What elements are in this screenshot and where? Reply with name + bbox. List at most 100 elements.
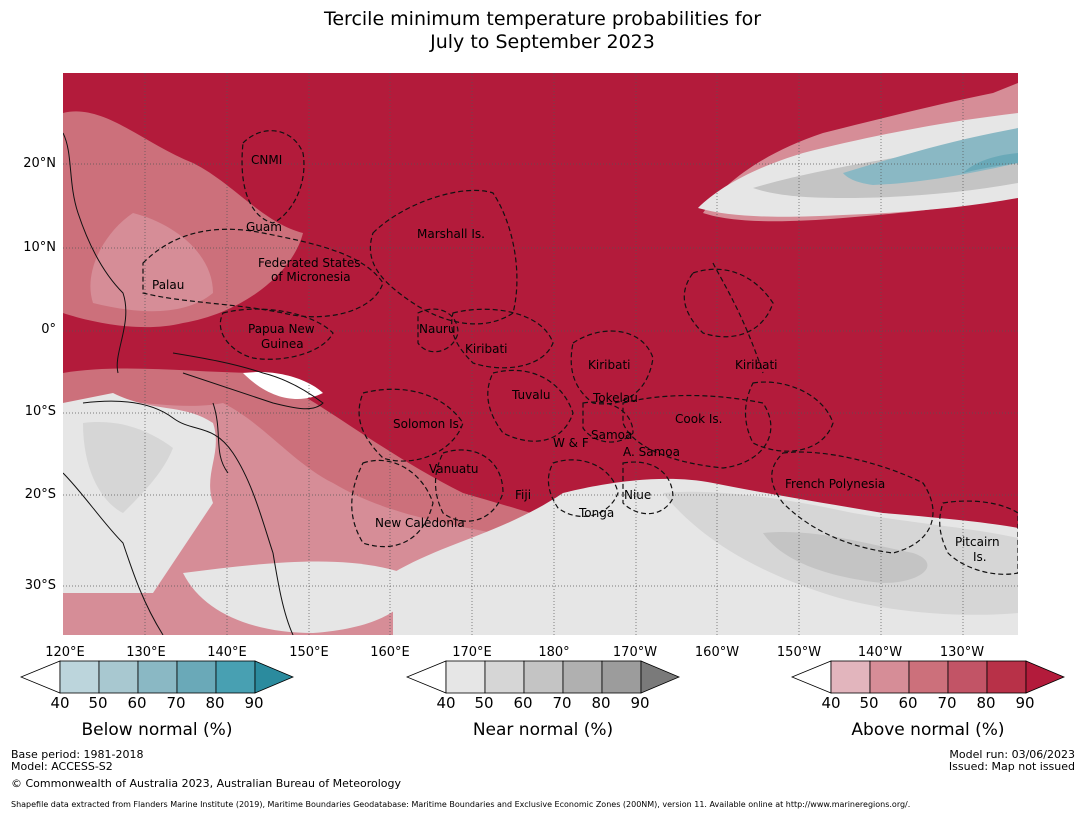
label-cnmi: CNMI [251,153,283,167]
eez-boundaries [142,130,1018,575]
near-tick-50: 50 [474,694,494,712]
label-samoa: Samoa [591,428,633,442]
colorbar-above-title: Above normal (%) [851,720,1005,740]
above-colorbar-segment [869,660,910,694]
label-pitcairn-line1: Pitcairn [955,535,1000,549]
near-colorbar-segment [601,660,642,694]
near-colorbar-segment [445,660,486,694]
colorbar-below-title: Below normal (%) [81,720,233,740]
ne-below-core [963,153,1018,173]
footer-base-period: Base period: 1981-2018 [11,748,144,761]
near-tick-60: 60 [513,694,533,712]
map-panel: CNMI Guam Marshall Is. Federated States … [63,73,1018,635]
below-colorbar-segment [98,660,139,694]
lon-label-120e: 120°E [45,645,85,660]
title-line-2: July to September 2023 [430,31,655,53]
near-colorbar-right-extension [640,660,680,694]
lon-label-130e: 130°E [126,645,166,660]
micronesia-above-patch [90,213,213,312]
lon-label-160w: 160°W [694,645,740,660]
below-colorbar-segment [176,660,217,694]
near-tick-40: 40 [436,694,456,712]
lat-label-10s: 10°S [24,404,56,419]
lat-label-20n: 20°N [23,156,56,171]
label-pitcairn-line2: Is. [973,550,987,564]
label-tonga: Tonga [579,506,615,520]
lat-label-30s: 30°S [24,578,56,593]
label-tokelau: Tokelau [593,391,638,405]
label-kiribati-line: Kiribati [735,358,778,372]
label-new-caledonia: New Caledonia [375,516,465,530]
probability-map [63,73,1018,635]
lat-label-20s: 20°S [24,487,56,502]
near-colorbar-segment [523,660,564,694]
near-colorbar-segment [562,660,603,694]
graticule [63,73,1018,635]
lon-label-160e: 160°E [370,645,410,660]
below-tick-60: 60 [127,694,147,712]
label-french-polynesia: French Polynesia [785,477,886,491]
label-kiribati-gilbert: Kiribati [465,342,508,356]
tasman-near-patch [183,561,409,633]
footer-copyright: © Commonwealth of Australia 2023, Austra… [11,777,401,790]
above-tick-60: 60 [898,694,918,712]
below-colorbar-right-extension [254,660,294,694]
lon-label-150e: 150°E [289,645,329,660]
below-tick-40: 40 [50,694,70,712]
above-tick-50: 50 [859,694,879,712]
above-colorbar-segment [947,660,988,694]
above-colorbar-right-extension [1025,660,1065,694]
above-tick-90: 90 [1015,694,1035,712]
below-tick-50: 50 [88,694,108,712]
footer-model-run: Model run: 03/06/2023 [949,748,1075,761]
below-colorbar-segment [215,660,256,694]
footer-issued: Issued: Map not issued [948,760,1075,773]
title-line-1: Tercile minimum temperature probabilitie… [323,8,762,30]
coastlines [63,132,324,635]
label-png-line1: Papua New [248,322,315,336]
above-tick-40: 40 [821,694,841,712]
above-colorbar-left-extension [791,660,832,694]
label-kiribati-phoenix: Kiribati [588,358,631,372]
label-marshall-islands: Marshall Is. [417,227,485,241]
label-american-samoa: A. Samoa [623,445,680,459]
below-colorbar-segment [59,660,100,694]
above-tick-80: 80 [976,694,996,712]
colorbar-near-title: Near normal (%) [472,720,614,740]
png-white-patch [243,372,323,399]
near-tick-70: 70 [552,694,572,712]
southern-near-dark [763,532,928,583]
australia-near-core [83,422,173,513]
below-tick-90: 90 [244,694,264,712]
footer-model: Model: ACCESS-S2 [11,760,113,773]
above-colorbar-segment [908,660,949,694]
label-palau: Palau [152,278,185,292]
above-colorbar-segment [986,660,1027,694]
label-solomon-islands: Solomon Is. [393,417,463,431]
above-colorbar-segment [830,660,871,694]
lon-label-180: 180° [538,645,570,660]
footer-shapefile-credit: Shapefile data extracted from Flanders M… [11,800,911,809]
lon-label-140w: 140°W [857,645,903,660]
label-niue: Niue [624,488,652,502]
map-title: Tercile minimum temperature probabilitie… [0,8,1085,54]
lon-label-170w: 170°W [612,645,658,660]
lon-label-140e: 140°E [207,645,247,660]
near-tick-80: 80 [591,694,611,712]
below-colorbar-segment [137,660,178,694]
lon-label-130w: 130°W [939,645,985,660]
label-vanuatu: Vanuatu [429,462,479,476]
colorbar-near-normal [406,660,680,694]
lat-label-0: 0° [41,322,56,337]
label-fiji: Fiji [515,488,532,502]
below-tick-80: 80 [205,694,225,712]
lon-label-170e: 170°E [452,645,492,660]
colorbar-below-normal [20,660,294,694]
ne-below-tongue [843,128,1018,185]
label-nauru: Nauru [419,322,456,336]
near-tick-90: 90 [630,694,650,712]
near-colorbar-segment [484,660,525,694]
label-tuvalu: Tuvalu [512,388,551,402]
label-fsm-line2: of Micronesia [271,270,351,284]
label-png-line2: Guinea [261,337,304,351]
